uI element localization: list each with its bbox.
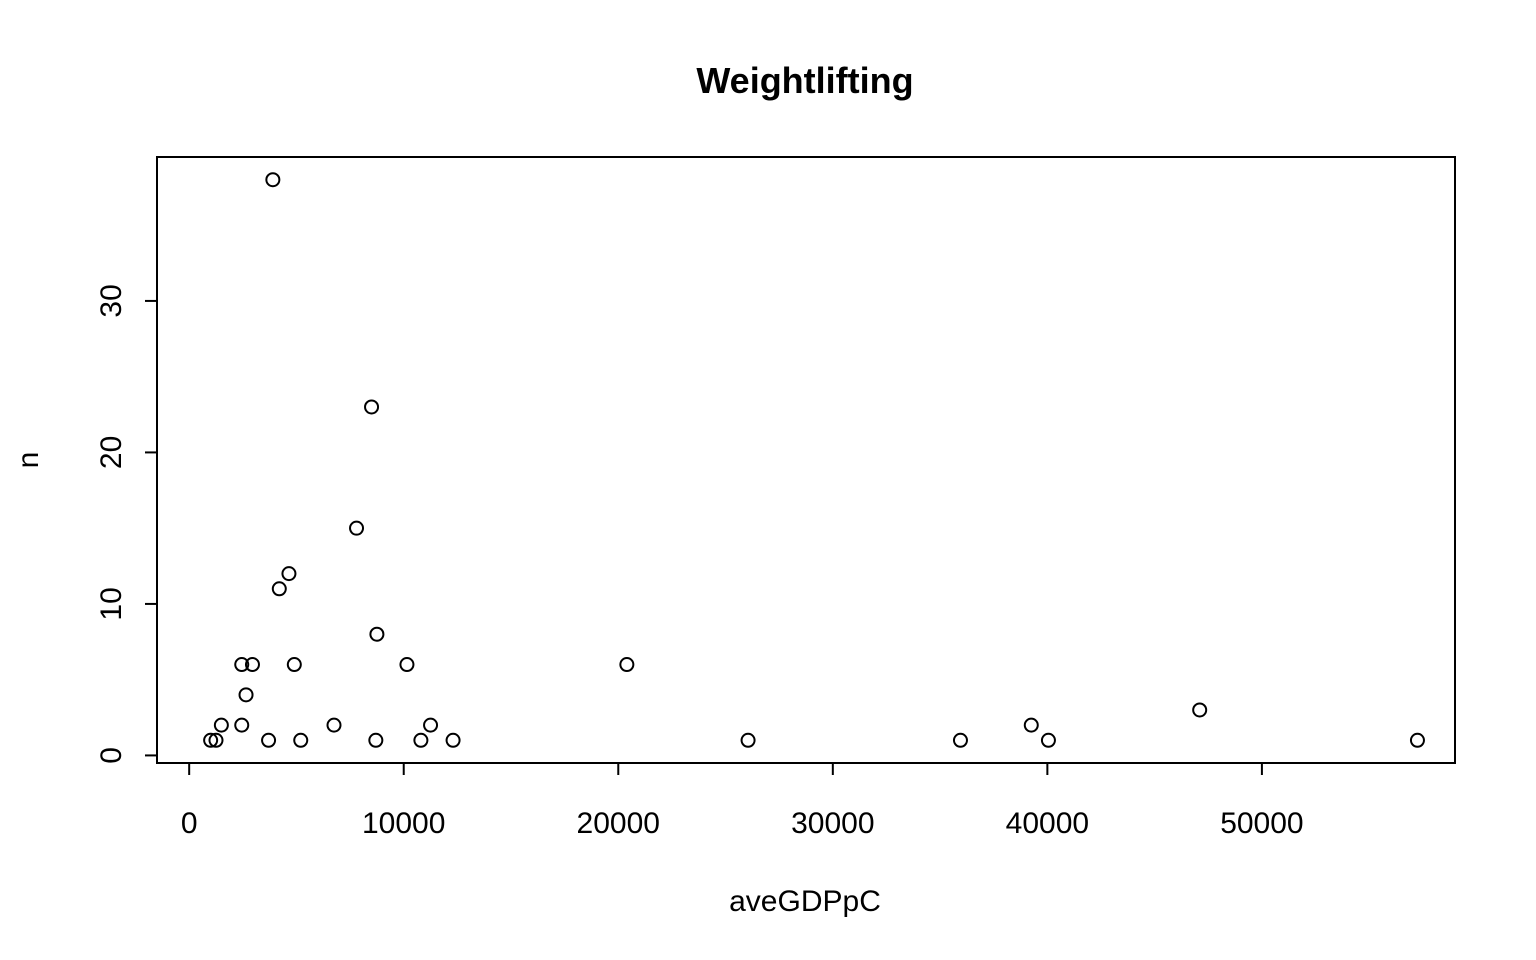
data-point: [213, 717, 229, 733]
data-point: [293, 732, 309, 748]
x-axis: 0 10000 20000 30000 40000 50000: [181, 762, 1304, 840]
data-point: [261, 732, 277, 748]
data-point: [740, 732, 756, 748]
data-point: [952, 732, 968, 748]
data-point: [445, 732, 461, 748]
data-point: [326, 717, 342, 733]
y-tick-label: 30: [95, 284, 128, 317]
data-point: [208, 732, 224, 748]
y-tick-label: 0: [95, 747, 128, 764]
data-point: [349, 520, 365, 536]
data-point: [368, 732, 384, 748]
data-point: [1192, 702, 1208, 718]
data-point: [1023, 717, 1039, 733]
data-point: [281, 566, 297, 582]
plot-frame: [156, 156, 1456, 764]
data-point: [369, 626, 385, 642]
data-point: [203, 732, 219, 748]
data-point: [234, 657, 250, 673]
x-tick-label: 20000: [577, 807, 660, 840]
x-tick-label: 50000: [1220, 807, 1303, 840]
data-point: [265, 172, 281, 188]
x-tick-label: 0: [181, 807, 198, 840]
y-axis: 0 10 20 30: [95, 284, 158, 764]
data-point: [238, 687, 254, 703]
data-point: [1040, 732, 1056, 748]
y-tick-label: 10: [95, 587, 128, 620]
data-point: [286, 657, 302, 673]
data-point: [423, 717, 439, 733]
x-tick-label: 10000: [362, 807, 445, 840]
y-tick-label: 20: [95, 436, 128, 469]
x-tick-label: 40000: [1006, 807, 1089, 840]
points-layer: [203, 172, 1425, 748]
data-point: [399, 657, 415, 673]
data-point: [271, 581, 287, 597]
x-tick-label: 30000: [791, 807, 874, 840]
data-point: [364, 399, 380, 415]
data-point: [244, 657, 260, 673]
x-axis-label: aveGDPpC: [729, 885, 881, 918]
chart-title: Weightlifting: [696, 60, 913, 101]
data-point: [1409, 732, 1425, 748]
data-point: [413, 732, 429, 748]
data-point: [619, 657, 635, 673]
data-point: [234, 717, 250, 733]
y-axis-label: n: [12, 452, 45, 469]
